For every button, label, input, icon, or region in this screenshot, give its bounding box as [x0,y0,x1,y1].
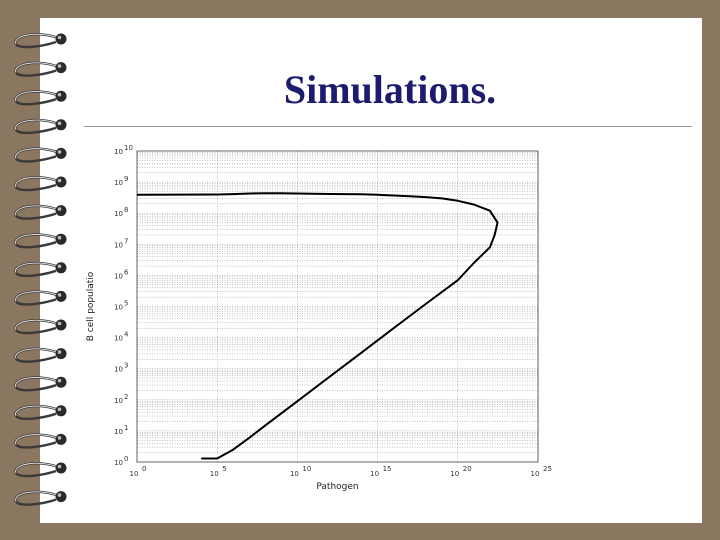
plot-frame [136,150,539,463]
y-tick-label: 10 [114,148,123,156]
x-tick-exponent: 15 [383,465,392,473]
spiral-binding [14,33,67,506]
y-tick-label: 10 [114,366,123,374]
y-tick-exponent: 2 [124,393,128,401]
spiral-ring-icon [14,290,67,306]
x-tick-label: 10 [450,470,459,478]
y-tick-label: 10 [114,428,123,436]
x-tick-exponent: 10 [302,465,311,473]
spiral-ring-icon [14,61,67,77]
y-tick-label: 10 [114,304,123,312]
spiral-ring-icon [14,347,67,363]
spiral-ring-icon [14,376,67,392]
y-tick-exponent: 5 [124,300,128,308]
spiral-ring-icon [14,233,67,249]
spiral-ring-icon [14,462,67,478]
y-tick-exponent: 1 [124,424,128,432]
spiral-ring-icon [14,433,67,449]
y-tick-label: 10 [114,210,123,218]
y-tick-exponent: 10 [124,144,133,152]
x-tick-label: 10 [290,470,299,478]
x-tick-exponent: 20 [463,465,472,473]
x-tick-exponent: 25 [543,465,552,473]
spiral-ring-icon [14,204,67,220]
y-axis-label: B cell populatio [86,271,96,341]
y-tick-label: 10 [114,179,123,187]
y-tick-label: 10 [114,272,123,280]
spiral-ring-icon [14,319,67,335]
y-tick-label: 10 [114,397,123,405]
x-axis-label: Pathogen [316,482,358,492]
series-line [136,192,499,460]
spiral-ring-icon [14,90,67,106]
x-tick-label: 10 [531,470,540,478]
y-tick-label: 10 [114,459,123,467]
y-tick-exponent: 4 [124,331,129,339]
x-tick-label: 10 [130,470,139,478]
title-divider [84,126,692,127]
y-tick-exponent: 0 [124,455,128,463]
x-tick-exponent: 0 [142,465,146,473]
y-tick-exponent: 7 [124,237,128,245]
y-tick-label: 10 [114,241,123,249]
spiral-ring-icon [14,404,67,421]
spiral-ring-icon [14,33,67,49]
x-tick-label: 10 [210,470,219,478]
spiral-ring-icon [14,147,67,163]
spiral-ring-icon [14,176,67,192]
y-tick-exponent: 9 [124,175,128,183]
y-tick-exponent: 8 [124,206,128,214]
spiral-ring-icon [14,490,67,506]
x-tick-exponent: 5 [222,465,226,473]
y-tick-exponent: 6 [124,268,129,276]
spiral-ring-icon [14,261,67,278]
y-tick-exponent: 3 [124,362,128,370]
x-tick-label: 10 [370,470,379,478]
page-title: Simulations. [283,67,497,112]
spiral-ring-icon [14,118,67,135]
y-tick-label: 10 [114,335,123,343]
